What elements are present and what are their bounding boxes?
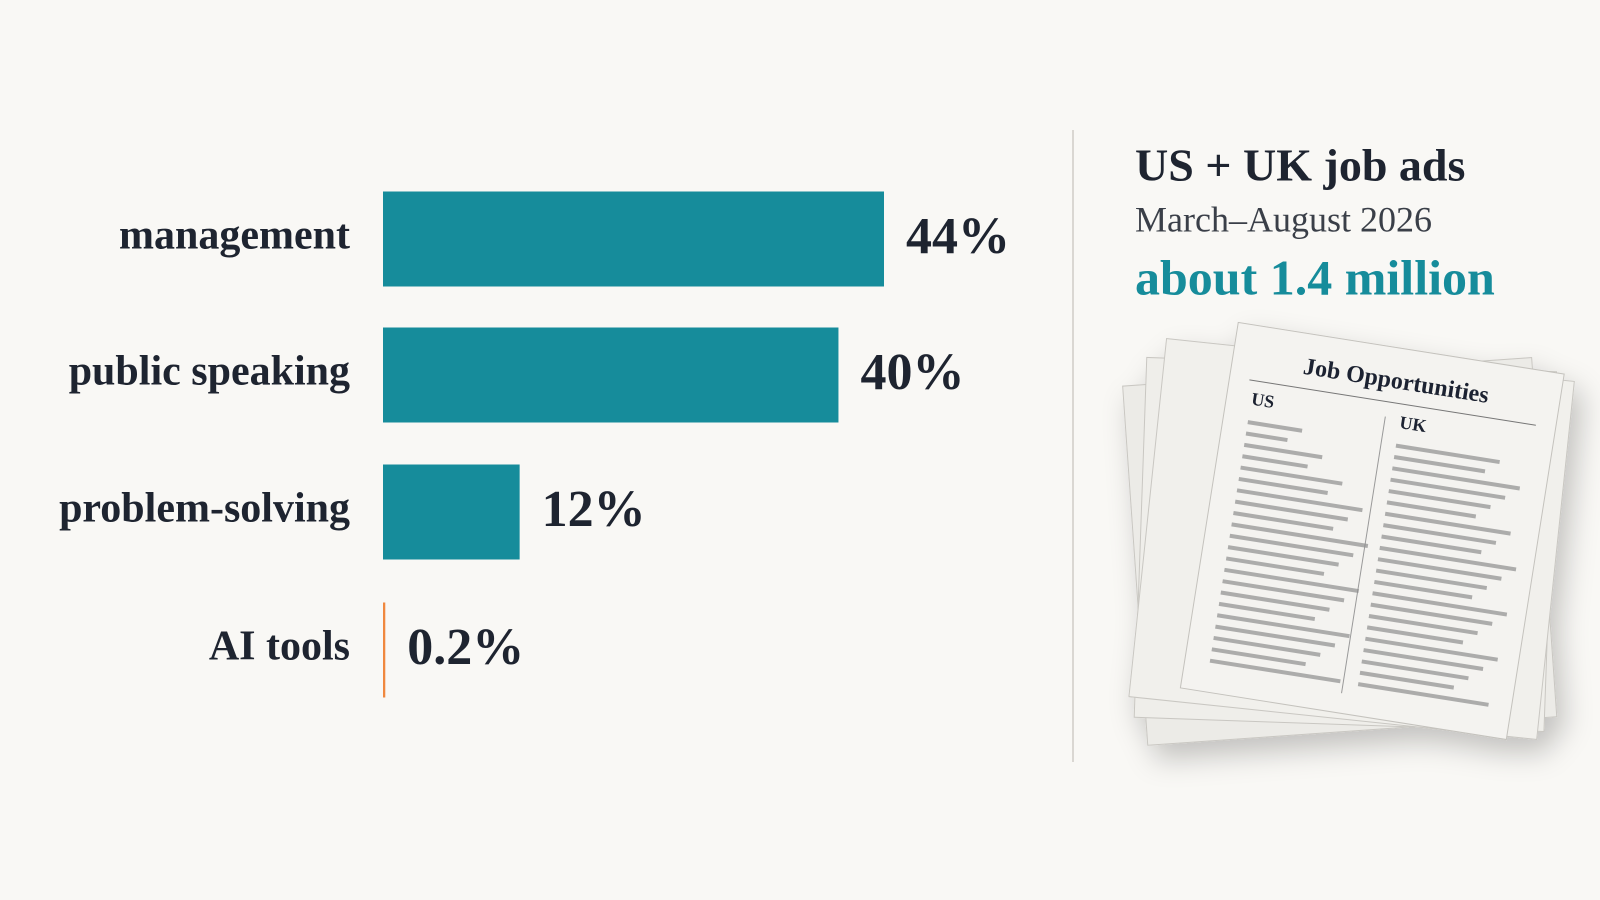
text-line (1243, 442, 1323, 460)
bar (383, 327, 839, 423)
text-line (1368, 614, 1478, 636)
newspaper-stack: Job Opportunities US UK (1122, 321, 1575, 746)
text-line (1240, 465, 1343, 486)
text-line (1218, 601, 1316, 622)
text-line (1227, 545, 1339, 567)
text-line (1375, 568, 1488, 591)
text-line (1379, 545, 1517, 572)
category-label: management (119, 213, 350, 259)
text-line (1238, 476, 1328, 495)
text-line (1224, 567, 1360, 594)
text-line (1395, 443, 1500, 465)
value-label: 12% (542, 481, 646, 538)
text-line (1388, 489, 1491, 510)
category-label: AI tools (209, 624, 350, 670)
text-line (1365, 636, 1499, 662)
text-line (1233, 511, 1334, 531)
text-line (1393, 454, 1486, 474)
text-line (1215, 624, 1336, 648)
text-line (1357, 682, 1489, 707)
text-line (1213, 635, 1321, 657)
bar (383, 602, 386, 698)
text-line (1363, 648, 1484, 671)
bar (383, 191, 884, 287)
text-line (1229, 533, 1354, 558)
text-line (1381, 534, 1482, 555)
text-line (1386, 500, 1477, 519)
text-line (1374, 579, 1473, 600)
text-line (1392, 466, 1521, 491)
text-line (1216, 613, 1350, 639)
text-line (1377, 557, 1502, 581)
text-line (1225, 556, 1325, 576)
value-label: 44% (906, 208, 1010, 265)
text-line (1361, 659, 1469, 681)
paper-column: UK (1398, 412, 1428, 436)
value-label: 0.2% (407, 619, 524, 676)
text-line (1370, 602, 1493, 626)
text-line (1209, 658, 1341, 684)
rule (1249, 379, 1536, 426)
text-line (1372, 591, 1508, 617)
paper-column: US (1250, 389, 1276, 412)
text-line (1384, 511, 1511, 536)
category-label: public speaking (69, 349, 350, 395)
value-label: 40% (860, 344, 964, 401)
text-line (1383, 523, 1497, 545)
text-line (1220, 590, 1330, 612)
text-line (1359, 670, 1455, 690)
text-line (1242, 454, 1308, 469)
category-label: problem-solving (59, 486, 350, 532)
text-line (1247, 420, 1303, 433)
text-line (1231, 522, 1369, 548)
panel-highlight: about 1.4 million (1135, 249, 1495, 305)
rule (1341, 416, 1386, 694)
text-line (1245, 431, 1288, 443)
text-line (1390, 477, 1506, 500)
text-line (1366, 625, 1464, 645)
text-line (1211, 647, 1306, 667)
panel-subtitle: March–August 2026 (1135, 199, 1432, 239)
bar (383, 464, 520, 560)
text-line (1236, 488, 1363, 513)
panel-title: US + UK job ads (1135, 140, 1465, 191)
text-line (1234, 499, 1349, 522)
text-line (1222, 579, 1345, 603)
